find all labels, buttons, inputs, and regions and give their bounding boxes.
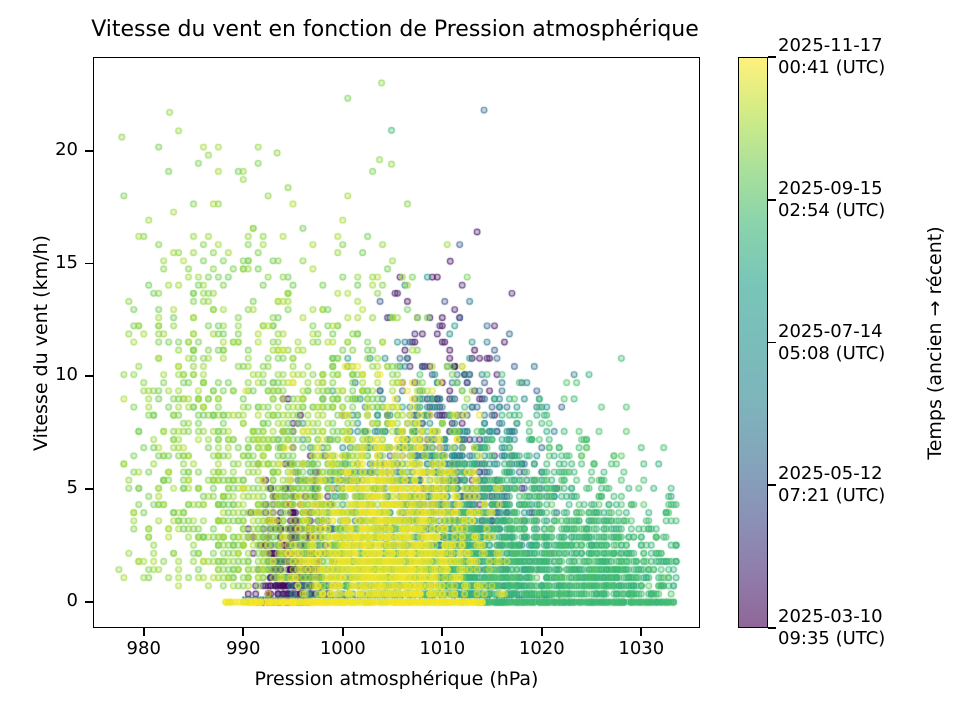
x-axis-label: Pression atmosphérique (hPa) bbox=[254, 668, 539, 690]
colorbar-tick-mark bbox=[768, 56, 776, 58]
x-tick-mark bbox=[242, 628, 245, 636]
y-tick-mark bbox=[85, 488, 93, 491]
y-tick-mark bbox=[85, 375, 93, 378]
colorbar-tick-label: 2025-09-15 02:54 (UTC) bbox=[778, 177, 886, 221]
y-tick-label: 10 bbox=[55, 364, 78, 386]
x-tick-mark bbox=[640, 628, 643, 636]
x-tick-label: 1000 bbox=[319, 638, 366, 659]
x-tick-mark bbox=[142, 628, 145, 636]
x-tick-mark bbox=[540, 628, 543, 636]
colorbar-label: Temps (ancien → récent) bbox=[924, 226, 946, 460]
colorbar-tick-mark bbox=[768, 627, 776, 629]
colorbar-tick-mark bbox=[768, 341, 776, 344]
colorbar-tick-label: 2025-07-14 05:08 (UTC) bbox=[778, 320, 886, 364]
colorbar-gradient bbox=[738, 57, 768, 628]
y-tick-mark bbox=[85, 149, 93, 152]
colorbar-tick-mark bbox=[768, 484, 776, 487]
y-tick-label: 20 bbox=[55, 138, 78, 160]
y-tick-label: 5 bbox=[66, 477, 78, 499]
plot-border bbox=[93, 57, 700, 628]
x-tick-label: 1020 bbox=[518, 638, 565, 659]
x-tick-label: 980 bbox=[126, 638, 161, 659]
y-tick-label: 15 bbox=[55, 251, 78, 273]
colorbar-tick-label: 2025-03-10 09:35 (UTC) bbox=[778, 606, 886, 649]
chart-title: Vitesse du vent en fonction de Pression … bbox=[91, 17, 699, 42]
x-tick-label: 1030 bbox=[618, 638, 665, 659]
x-tick-mark bbox=[341, 628, 344, 636]
colorbar-tick-label: 2025-05-12 07:21 (UTC) bbox=[778, 463, 886, 507]
x-tick-label: 1010 bbox=[419, 638, 466, 659]
x-tick-mark bbox=[441, 628, 444, 636]
y-tick-label: 0 bbox=[66, 590, 78, 612]
y-tick-mark bbox=[85, 262, 93, 265]
colorbar-tick-mark bbox=[768, 198, 776, 201]
y-tick-mark bbox=[85, 601, 93, 603]
x-tick-label: 990 bbox=[226, 638, 261, 659]
scatter-canvas bbox=[93, 57, 700, 628]
colorbar-tick-label: 2025-11-17 00:41 (UTC) bbox=[778, 35, 886, 78]
y-axis-label: Vitesse du vent (km/h) bbox=[30, 235, 52, 451]
